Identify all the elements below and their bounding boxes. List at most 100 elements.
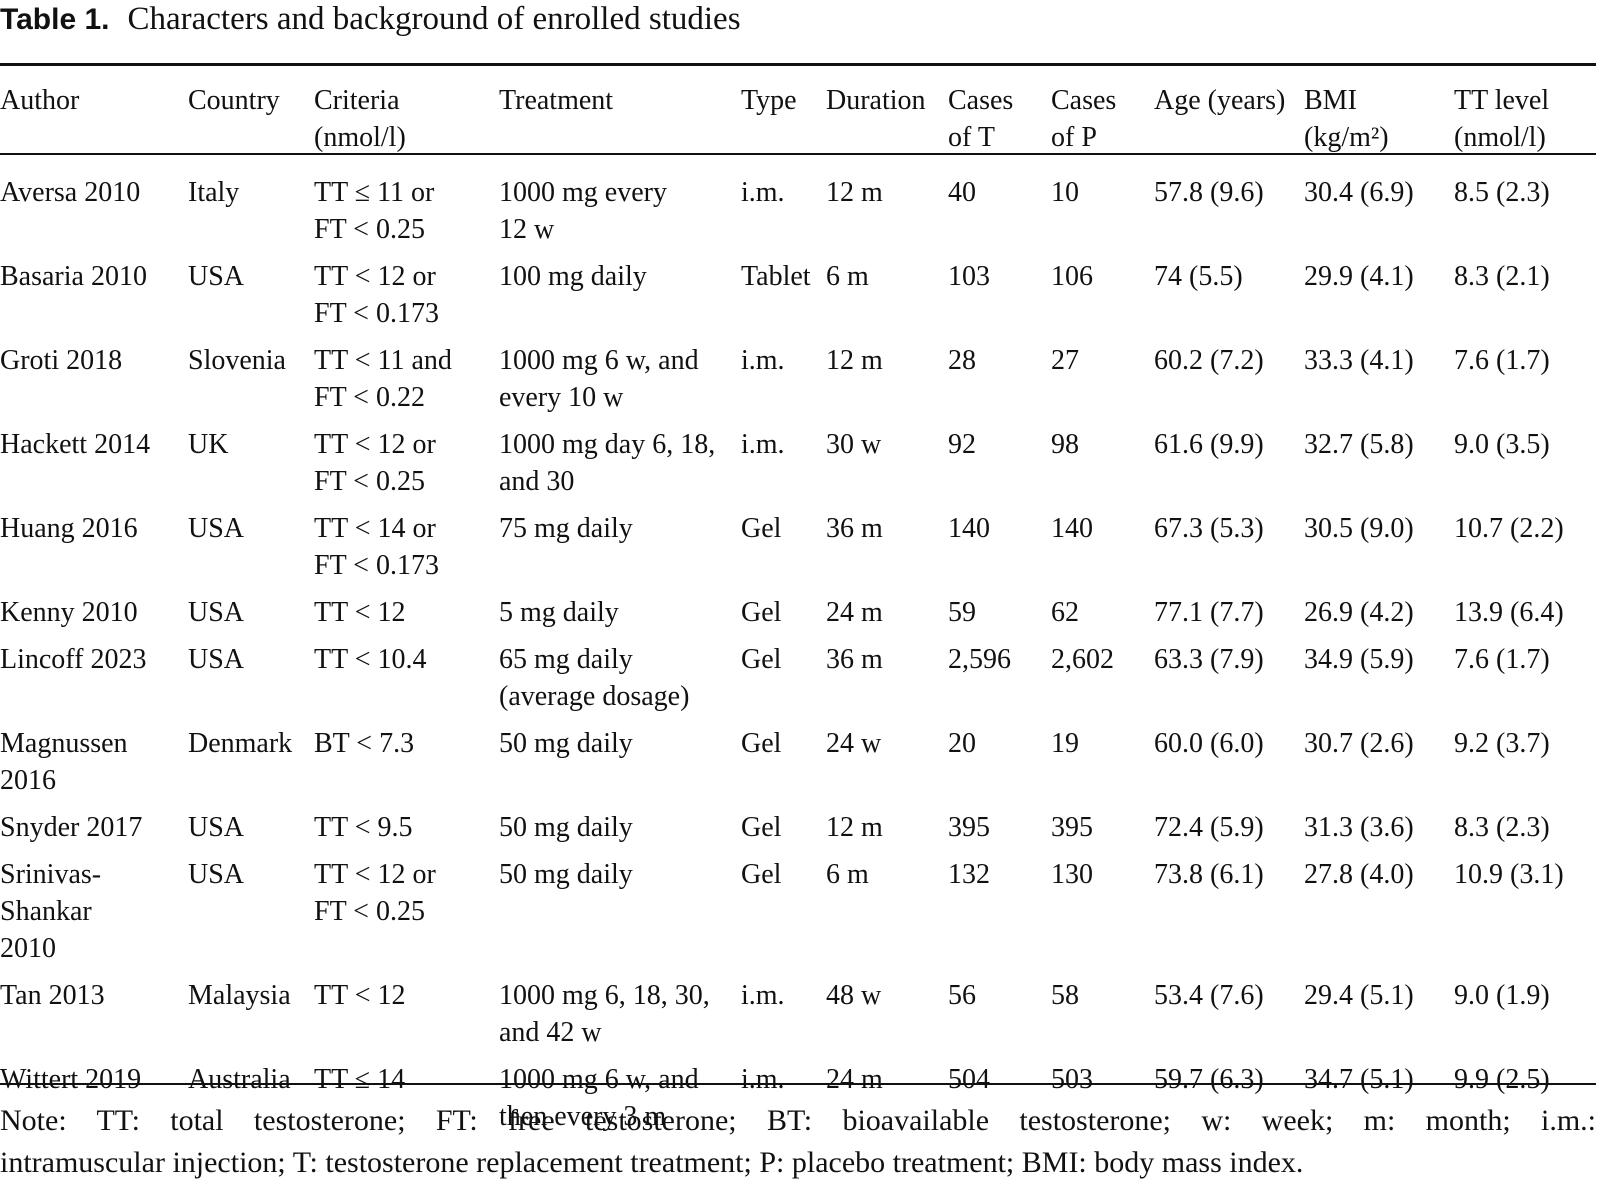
cell-line: USA xyxy=(188,812,245,843)
cell-line: Magnussen xyxy=(0,728,128,759)
cell-bmi: 30.5 (9.0) xyxy=(1304,504,1454,588)
cell-line: 503 xyxy=(1051,1064,1093,1095)
cell-line: 30 w xyxy=(826,429,882,460)
column-header-type: Type xyxy=(741,82,826,166)
cell-line: Denmark xyxy=(188,728,293,759)
column-header-cases-p: Cases of P xyxy=(1051,82,1154,166)
table-row: Huang 2016 USA TT < 14 or FT < 0.173 75 mg d… xyxy=(0,504,1600,588)
cell-line: 92 xyxy=(948,429,976,460)
cell-line: 98 xyxy=(1051,429,1079,460)
cell-age: 77.1 (7.7) xyxy=(1154,588,1304,635)
cell-line: 9.0 (1.9) xyxy=(1454,980,1550,1011)
cell-line: 504 xyxy=(948,1064,990,1095)
cell-age: 59.7 (6.3) xyxy=(1154,1055,1304,1139)
cell-line: i.m. xyxy=(741,1064,785,1095)
cell-cases-p: 140 xyxy=(1051,504,1154,588)
cell-cases-t: 504 xyxy=(948,1055,1051,1139)
column-header-cases-t: Cases of T xyxy=(948,82,1051,166)
cell-author: Groti 2018 xyxy=(0,336,188,420)
cell-treatment: 5 mg daily xyxy=(499,588,741,635)
cell-criteria: TT < 12 or FT < 0.25 xyxy=(314,420,499,504)
table-caption: Table 1. Characters and background of enr… xyxy=(0,0,741,44)
table-row: Kenny 2010 USA TT < 12 5 mg daily Gel 24 m 59 6… xyxy=(0,588,1600,635)
cell-line: Shankar xyxy=(0,896,92,927)
cell-type: Gel xyxy=(741,588,826,635)
cell-line: Tablet xyxy=(741,261,811,292)
cell-line: Lincoff 2023 xyxy=(0,644,147,675)
cell-line: 65 mg daily xyxy=(499,644,633,675)
cell-line: TT < 12 xyxy=(314,980,406,1011)
cell-line: Hackett 2014 xyxy=(0,429,151,460)
cell-author: Magnussen 2016 xyxy=(0,719,188,803)
cell-line: 20 xyxy=(948,728,976,759)
cell-tt-level: 7.6 (1.7) xyxy=(1454,635,1600,719)
cell-type: i.m. xyxy=(741,420,826,504)
cell-line: 72.4 (5.9) xyxy=(1154,812,1264,843)
column-header-age: Age (years) xyxy=(1154,82,1304,166)
cell-line: 395 xyxy=(948,812,990,843)
cell-line: USA xyxy=(188,859,245,890)
cell-line: 59.7 (6.3) xyxy=(1154,1064,1264,1095)
cell-line: 61.6 (9.9) xyxy=(1154,429,1264,460)
cell-treatment: 50 mg daily xyxy=(499,850,741,971)
cell-cases-t: 132 xyxy=(948,850,1051,971)
studies-table: Author Country Criteria (nmol/l) Treatment Ty… xyxy=(0,82,1600,1139)
column-header-line: TT level xyxy=(1454,85,1550,116)
cell-line: Kenny 2010 xyxy=(0,597,138,628)
cell-line: 10.9 (3.1) xyxy=(1454,859,1564,890)
cell-bmi: 34.9 (5.9) xyxy=(1304,635,1454,719)
cell-line: 32.7 (5.8) xyxy=(1304,429,1414,460)
cell-line: then every 3 m xyxy=(499,1101,667,1132)
column-header-line: Cases xyxy=(948,85,1014,116)
cell-line: 130 xyxy=(1051,859,1093,890)
cell-line: 1000 mg 6 w, and xyxy=(499,1064,699,1095)
cell-bmi: 31.3 (3.6) xyxy=(1304,803,1454,850)
column-header-line: of T xyxy=(948,122,995,153)
cell-age: 72.4 (5.9) xyxy=(1154,803,1304,850)
cell-age: 74 (5.5) xyxy=(1154,252,1304,336)
cell-duration: 30 w xyxy=(826,420,948,504)
column-header-author: Author xyxy=(0,82,188,166)
cell-tt-level: 9.0 (3.5) xyxy=(1454,420,1600,504)
cell-treatment: 1000 mg 6 w, and then every 3 m xyxy=(499,1055,741,1139)
cell-line: Gel xyxy=(741,728,782,759)
cell-line: FT < 0.25 xyxy=(314,466,425,497)
cell-country: USA xyxy=(188,588,314,635)
cell-bmi: 33.3 (4.1) xyxy=(1304,336,1454,420)
cell-author: Lincoff 2023 xyxy=(0,635,188,719)
cell-line: TT < 12 or xyxy=(314,429,436,460)
cell-line: 12 m xyxy=(826,812,883,843)
cell-cases-t: 140 xyxy=(948,504,1051,588)
top-rule xyxy=(0,63,1596,66)
column-header-line: (nmol/l) xyxy=(1454,122,1546,153)
cell-line: i.m. xyxy=(741,429,785,460)
cell-type: i.m. xyxy=(741,971,826,1055)
cell-treatment: 1000 mg day 6, 18, and 30 xyxy=(499,420,741,504)
cell-tt-level: 8.5 (2.3) xyxy=(1454,166,1600,252)
column-header-duration: Duration xyxy=(826,82,948,166)
cell-cases-t: 92 xyxy=(948,420,1051,504)
cell-duration: 6 m xyxy=(826,850,948,971)
cell-author: Wittert 2019 xyxy=(0,1055,188,1139)
cell-line: Tan 2013 xyxy=(0,980,105,1011)
table-body: Aversa 2010 Italy TT ≤ 11 or FT < 0.25 1000 … xyxy=(0,166,1600,1139)
cell-author: Kenny 2010 xyxy=(0,588,188,635)
cell-bmi: 26.9 (4.2) xyxy=(1304,588,1454,635)
cell-line: 75 mg daily xyxy=(499,513,633,544)
cell-author: Hackett 2014 xyxy=(0,420,188,504)
cell-cases-p: 10 xyxy=(1051,166,1154,252)
cell-cases-t: 40 xyxy=(948,166,1051,252)
cell-line: 29.4 (5.1) xyxy=(1304,980,1414,1011)
cell-line: Australia xyxy=(188,1064,291,1095)
cell-cases-p: 58 xyxy=(1051,971,1154,1055)
cell-bmi: 29.4 (5.1) xyxy=(1304,971,1454,1055)
cell-tt-level: 7.6 (1.7) xyxy=(1454,336,1600,420)
column-header-line: (nmol/l) xyxy=(314,122,406,153)
column-header-line: (kg/m²) xyxy=(1304,122,1389,153)
cell-country: Slovenia xyxy=(188,336,314,420)
cell-line: 24 m xyxy=(826,597,883,628)
cell-line: Basaria 2010 xyxy=(0,261,147,292)
cell-tt-level: 8.3 (2.1) xyxy=(1454,252,1600,336)
cell-bmi: 27.8 (4.0) xyxy=(1304,850,1454,971)
